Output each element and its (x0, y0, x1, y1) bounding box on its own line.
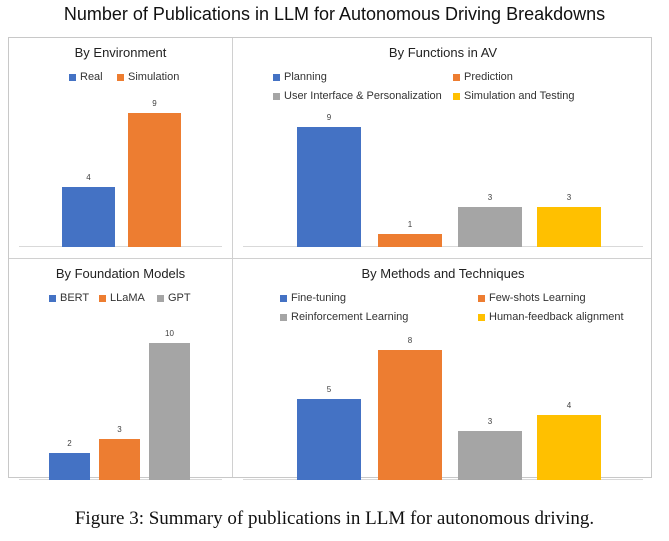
panel-title: By Methods and Techniques (361, 266, 525, 281)
legend-item: Few-shots Learning (478, 292, 586, 304)
legend-item: Planning (273, 71, 327, 83)
figure-title: Number of Publications in LLM for Autono… (63, 4, 606, 24)
legend-swatch (453, 92, 460, 100)
legend-label: Simulation and Testing (464, 90, 575, 102)
plot-area: 2 3 10 (9, 317, 232, 480)
chart-panel-functions: By Functions in AV Planning Prediction User… (233, 38, 653, 258)
legend-swatch (273, 73, 280, 81)
legend-item: LLaMA (99, 292, 145, 304)
bar-bert (49, 453, 90, 480)
plot-area: 9 1 3 3 (233, 96, 653, 247)
bar-real (62, 187, 115, 247)
legend-item: Prediction (453, 71, 513, 83)
legend-swatch (117, 73, 124, 81)
bar-fine-tuning (297, 399, 361, 480)
legend-swatch (49, 294, 56, 302)
panel-divider-horizontal (9, 258, 651, 259)
legend-swatch (157, 294, 164, 302)
bar-value-label: 3 (566, 193, 572, 202)
bar-value-label: 1 (407, 220, 413, 229)
legend-label: BERT (60, 292, 90, 304)
bar-value-label: 8 (407, 336, 413, 345)
legend-swatch (478, 294, 485, 302)
legend-item: Fine-tuning (280, 292, 346, 304)
bar-value-label: 2 (67, 439, 72, 448)
panel-title: By Functions in AV (388, 45, 498, 60)
legend-item: BERT (49, 292, 89, 304)
legend-item: Real (69, 71, 103, 83)
legend-item: Simulation and Testing (453, 90, 574, 102)
panel-title: By Environment (74, 45, 167, 60)
chart-panel-foundation-models: By Foundation Models BERT LLaMA GPT 2 3 10 (9, 259, 232, 480)
legend-label: Real (80, 71, 103, 83)
legend-label: GPT (168, 292, 191, 304)
x-axis-line (243, 246, 643, 247)
bar-human-feedback-alignment (537, 415, 601, 480)
legend-swatch (273, 92, 280, 100)
plot-area: 5 8 3 4 (233, 317, 653, 480)
legend-item: User Interface & Personalization (273, 90, 442, 102)
legend-label: Fine-tuning (291, 292, 347, 304)
legend-swatch (453, 73, 460, 81)
legend-swatch (69, 73, 76, 81)
legend-label: Simulation (128, 71, 180, 83)
figure-caption: Figure 3: Summary of publications in LLM… (74, 508, 595, 529)
legend-label: Reinforcement Learning (291, 311, 409, 323)
legend-item: Human-feedback alignment (478, 311, 624, 323)
bar-value-label: 10 (165, 329, 174, 338)
chart-panel-methods: By Methods and Techniques Fine-tuning Few-… (233, 259, 653, 480)
bar-planning (297, 127, 361, 247)
bar-simulation (128, 113, 181, 247)
bar-simulation-and-testing (537, 207, 601, 247)
legend-item: Simulation (117, 71, 179, 83)
figure-frame: By Environment Real Simulation 4 9 By Functi… (8, 37, 653, 480)
bar-value-label: 5 (326, 385, 332, 394)
legend-label: Planning (284, 71, 327, 83)
chart-panel-environment: By Environment Real Simulation 4 9 (9, 38, 232, 258)
bar-value-label: 3 (487, 417, 493, 426)
bar-value-label: 3 (117, 425, 122, 434)
legend-label: Few-shots Learning (489, 292, 586, 304)
bar-value-label: 4 (86, 173, 91, 182)
bar-value-label: 9 (326, 113, 332, 122)
bar-value-label: 4 (566, 401, 572, 410)
panel-divider-vertical (232, 38, 233, 477)
legend-swatch (478, 313, 485, 321)
legend-label: User Interface & Personalization (284, 90, 442, 102)
legend-label: LLaMA (110, 292, 145, 304)
bar-reinforcement-learning (458, 431, 522, 480)
legend-label: Prediction (464, 71, 513, 83)
legend-label: Human-feedback alignment (489, 311, 624, 323)
bar-value-label: 3 (487, 193, 493, 202)
bar-prediction (378, 234, 442, 247)
panel-title: By Foundation Models (55, 266, 186, 281)
legend-swatch (280, 313, 287, 321)
bar-value-label: 9 (152, 99, 157, 108)
legend-item: GPT (157, 292, 191, 304)
bar-user-interface-personalization (458, 207, 522, 247)
x-axis-line (243, 479, 643, 480)
legend-swatch (280, 294, 287, 302)
bar-gpt (149, 343, 190, 480)
legend-swatch (99, 294, 106, 302)
legend-item: Reinforcement Learning (280, 311, 408, 323)
bar-llama (99, 439, 140, 480)
x-axis-line (19, 246, 222, 247)
bar-few-shots-learning (378, 350, 442, 480)
